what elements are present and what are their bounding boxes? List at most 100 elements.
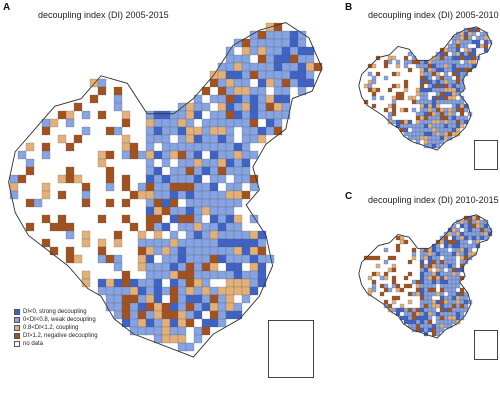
map-region (435, 275, 441, 281)
map-region (439, 79, 445, 85)
map-region (217, 126, 227, 136)
map-region (431, 115, 437, 121)
map-region (57, 190, 67, 200)
map-region (121, 150, 131, 160)
map-region (233, 214, 243, 224)
map-region (455, 83, 461, 89)
map-region (431, 99, 437, 105)
map-region (169, 206, 179, 216)
map-region (121, 294, 131, 304)
map-region (281, 54, 291, 64)
map-region (455, 319, 461, 325)
map-region (471, 243, 477, 249)
map-region (145, 198, 155, 208)
map-region (153, 110, 163, 120)
map-region (439, 111, 445, 117)
map-region (467, 51, 473, 57)
map-region (423, 307, 429, 313)
map-region (25, 166, 35, 176)
map-region (471, 239, 477, 245)
map-region (439, 67, 445, 73)
map-region (451, 67, 457, 73)
map-region (395, 247, 401, 253)
map-region (427, 79, 433, 85)
map-region (463, 239, 469, 245)
map-region (443, 235, 449, 241)
map-region (153, 238, 163, 248)
map-region (419, 327, 425, 333)
map-region (467, 247, 473, 253)
map-region (419, 111, 425, 117)
map-region (113, 238, 123, 248)
map-region (451, 111, 457, 117)
map-region (475, 227, 481, 233)
map-region (427, 259, 433, 265)
map-region (9, 174, 19, 184)
map-region (371, 287, 377, 293)
map-region (209, 214, 219, 224)
map-region (471, 235, 477, 241)
map-region (483, 39, 489, 45)
map-region (431, 259, 437, 265)
map-region (459, 307, 465, 313)
map-region (177, 342, 187, 352)
map-region (367, 83, 373, 89)
map-region (483, 235, 489, 241)
map-region (435, 267, 441, 273)
map-region (459, 251, 465, 257)
map-region (459, 303, 465, 309)
map-region (443, 283, 449, 289)
map-region (97, 158, 107, 168)
map-region (217, 198, 227, 208)
map-region (435, 259, 441, 265)
map-region (225, 78, 235, 88)
legend-item-nodata: no data (14, 340, 98, 348)
map-region (443, 67, 449, 73)
map-region (447, 287, 453, 293)
map-region (463, 59, 469, 65)
map-region (455, 71, 461, 77)
map-region (97, 86, 107, 96)
map-region (451, 319, 457, 325)
map-region (383, 271, 389, 277)
map-region (419, 83, 425, 89)
map-region (201, 198, 211, 208)
map-region (443, 47, 449, 53)
map-region (451, 279, 457, 285)
map-region (177, 118, 187, 128)
map-region (169, 190, 179, 200)
map-region (153, 230, 163, 240)
map-region (113, 230, 123, 240)
map-region (463, 67, 469, 73)
map-region (451, 55, 457, 61)
map-region (423, 323, 429, 329)
map-region (475, 43, 481, 49)
map-region (439, 131, 445, 137)
map-region (459, 243, 465, 249)
map-region (459, 55, 465, 61)
map-region (233, 254, 243, 264)
map-region (257, 94, 267, 104)
map-region (161, 206, 171, 216)
map-region (423, 287, 429, 293)
map-region (455, 303, 461, 309)
map-region (455, 39, 461, 45)
map-region (419, 291, 425, 297)
map-region (185, 294, 195, 304)
map-region (451, 39, 457, 45)
map-region (281, 38, 291, 48)
map-region (419, 323, 425, 329)
map-region (403, 87, 409, 93)
map-region (383, 75, 389, 81)
map-region (383, 275, 389, 281)
map-region (177, 222, 187, 232)
map-region (407, 307, 413, 313)
map-region (423, 67, 429, 73)
map-region (387, 55, 393, 61)
map-region (137, 326, 147, 336)
panel-b-letter: B (345, 2, 353, 13)
map-region (419, 275, 425, 281)
map-region (193, 254, 203, 264)
map-region (161, 118, 171, 128)
map-region (145, 126, 155, 136)
